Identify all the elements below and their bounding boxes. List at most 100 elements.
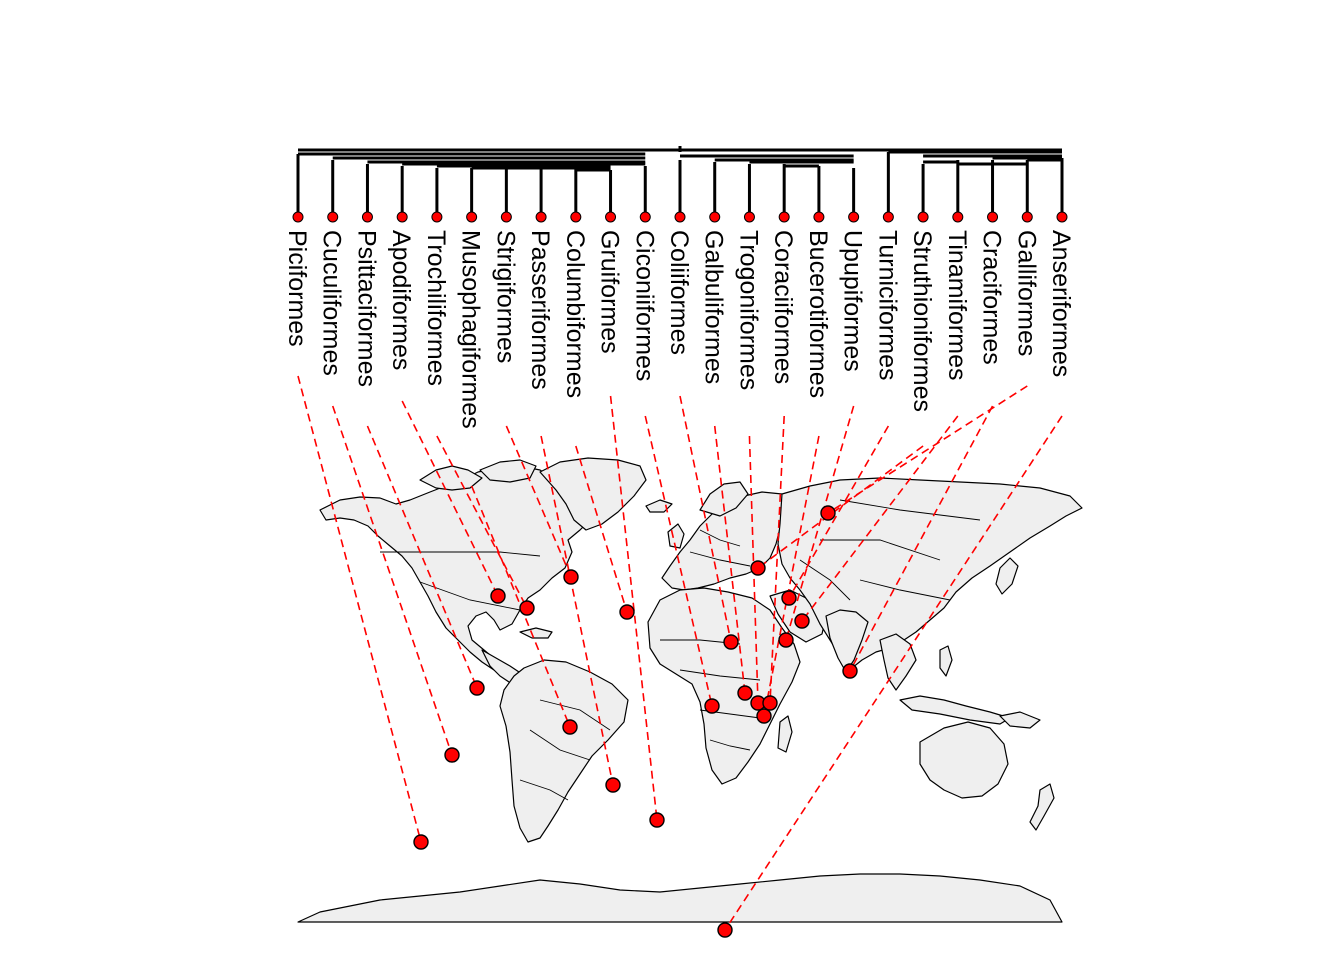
tip-label: Apodiformes <box>387 230 415 370</box>
tip-label: Anseriformes <box>1047 230 1075 377</box>
tip-marker <box>987 211 999 223</box>
tip-marker <box>917 211 929 223</box>
tip-label: Tinamiformes <box>943 230 971 381</box>
world-map <box>297 457 1083 923</box>
australia <box>919 721 1009 799</box>
tip-marker <box>848 211 860 223</box>
tip-link-line <box>724 415 1063 931</box>
tip-link-line <box>827 385 1028 514</box>
location-marker <box>619 604 635 620</box>
tip-marker <box>1021 211 1033 223</box>
tip-link-line <box>788 425 890 599</box>
location-marker <box>842 663 858 679</box>
tip-marker <box>361 211 373 223</box>
tip-link-line <box>540 435 614 786</box>
tip-marker <box>882 211 894 223</box>
location-markers <box>413 505 858 938</box>
location-marker <box>605 777 621 793</box>
tip-link-line <box>297 375 422 843</box>
new-zealand <box>1029 783 1055 831</box>
iceland <box>645 499 673 513</box>
japan <box>995 557 1019 595</box>
tip-marker <box>570 211 582 223</box>
tip-marker <box>639 211 651 223</box>
tip-label: Craciformes <box>978 230 1006 365</box>
tip-labels: Piciformes Cuculiformes Psittaciformes Apod… <box>283 230 1075 429</box>
tip-link-line <box>366 425 478 689</box>
tip-marker <box>396 211 408 223</box>
location-marker <box>750 560 766 576</box>
philippines <box>939 645 953 677</box>
tip-link-line <box>849 405 994 672</box>
tip-marker <box>743 211 755 223</box>
location-marker <box>723 634 739 650</box>
tip-label: Passeriformes <box>526 230 554 390</box>
tip-label: Psittaciformes <box>352 230 380 387</box>
tip-label: Columbiformes <box>561 230 589 398</box>
tip-label: Cuculiformes <box>318 230 346 376</box>
location-marker <box>444 747 460 763</box>
tip-link-line <box>785 405 855 641</box>
location-marker <box>756 708 772 724</box>
tip-link-line <box>763 435 820 717</box>
tip-marker <box>813 211 825 223</box>
tip-marker <box>327 211 339 223</box>
tip-marker <box>535 211 547 223</box>
tip-marker <box>709 211 721 223</box>
tip-link-line <box>401 400 499 597</box>
location-marker <box>519 600 535 616</box>
location-marker <box>413 834 429 850</box>
scandinavia <box>699 481 749 517</box>
africa <box>647 587 801 785</box>
tip-label: Strigiformes <box>491 230 519 363</box>
location-marker <box>737 685 753 701</box>
indonesia <box>899 695 1011 725</box>
tip-link-line <box>679 395 732 643</box>
tip-label: Piciformes <box>283 230 311 347</box>
location-marker <box>717 922 733 938</box>
tip-link-line <box>644 415 713 707</box>
antarctica <box>297 873 1063 923</box>
tip-label: Musophagiformes <box>457 230 485 429</box>
tip-marker <box>431 211 443 223</box>
tip-label: Trogoniformes <box>734 230 762 390</box>
tip-label: Struthioniformes <box>908 230 936 412</box>
tip-label: Coliiformes <box>665 230 693 355</box>
india <box>825 609 869 673</box>
tip-link-line <box>801 415 959 622</box>
tip-markers <box>292 211 1068 223</box>
tip-link-line <box>436 435 528 609</box>
location-marker <box>469 680 485 696</box>
tip-label: Turniciformes <box>873 230 901 381</box>
tip-marker <box>778 211 790 223</box>
tip-link-line <box>609 395 658 821</box>
tip-label: Galliformes <box>1012 230 1040 356</box>
location-marker <box>778 632 794 648</box>
tip-link-line <box>769 415 785 704</box>
tip-link-line <box>713 425 746 694</box>
location-marker <box>562 719 578 735</box>
tip-label: Galbuliformes <box>700 230 728 384</box>
arctic-island-east <box>479 459 537 483</box>
tip-marker <box>292 211 304 223</box>
tip-link-line <box>331 405 453 756</box>
tip-label: Bucerotiformes <box>804 230 832 398</box>
location-marker <box>820 505 836 521</box>
tip-marker <box>605 211 617 223</box>
tip-label: Upupiformes <box>839 230 867 372</box>
location-marker <box>762 695 778 711</box>
location-marker <box>704 698 720 714</box>
north-america-landmass <box>319 465 591 677</box>
location-marker <box>649 812 665 828</box>
southeast-asia <box>879 633 917 691</box>
location-marker <box>563 569 579 585</box>
tip-marker <box>500 211 512 223</box>
tip-label: Coraciiformes <box>769 230 797 384</box>
tip-marker <box>1056 211 1068 223</box>
asia <box>777 477 1083 669</box>
tip-label: Gruiformes <box>596 230 624 354</box>
tip-link-line <box>757 445 924 569</box>
caribbean-islands <box>519 627 553 639</box>
location-marker <box>490 588 506 604</box>
